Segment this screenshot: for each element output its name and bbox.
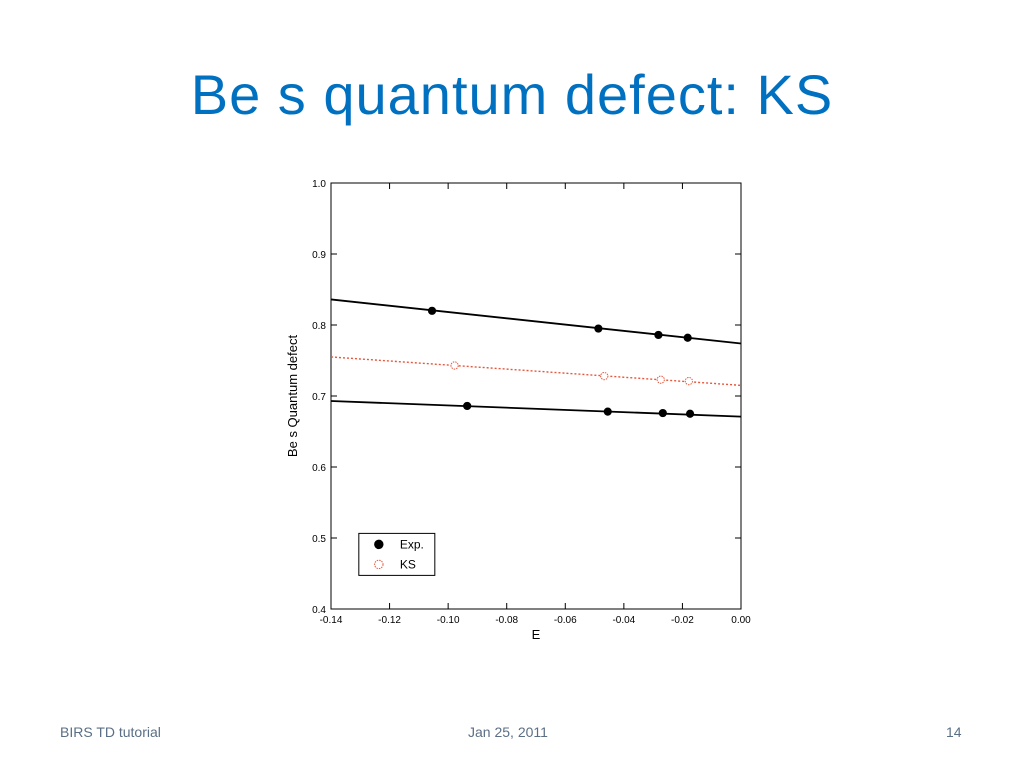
fit-line-upper — [330, 298, 742, 345]
legend-marker-ks — [374, 559, 384, 570]
footer-date: Jan 25, 2011 — [468, 724, 548, 740]
x-tick-label: -0.10 — [437, 615, 460, 626]
y-tick-label: 0.6 — [312, 463, 326, 474]
data-point-upper — [427, 306, 437, 315]
y-tick-label: 0.8 — [312, 321, 326, 332]
x-tick-label: -0.04 — [612, 615, 635, 626]
y-tick-label: 0.9 — [312, 250, 326, 261]
data-point-lower — [603, 407, 612, 416]
y-tick-label: 0.7 — [312, 392, 326, 403]
legend-marker-exp — [374, 539, 384, 550]
legend-box — [358, 532, 436, 576]
data-point-middle — [450, 361, 459, 370]
slide-title: Be s quantum defect: KS — [190, 63, 834, 126]
slide-number: 14 — [946, 724, 962, 740]
legend-label-ks: KS — [400, 557, 416, 571]
fit-line-middle — [330, 356, 742, 387]
data-point-upper — [654, 330, 663, 340]
legend-label-exp: Exp. — [400, 537, 424, 551]
data-point-upper — [594, 324, 603, 333]
data-points — [427, 306, 695, 418]
x-tick-label: 0.00 — [731, 615, 751, 626]
y-axis-label: Be s Quantum defect — [285, 335, 300, 458]
axes: -0.14 -0.12 -0.10 -0.08 -0.06 -0.04 -0.02 0.00 0… — [285, 179, 751, 642]
data-point-lower — [463, 401, 472, 411]
legend: Exp. KS — [358, 532, 436, 576]
y-tick-label: 0.4 — [312, 605, 326, 616]
fit-line-lower — [330, 400, 742, 418]
data-point-lower — [658, 408, 667, 418]
y-tick-label: 0.5 — [312, 534, 326, 545]
x-tick-label: -0.02 — [671, 615, 694, 626]
fit-lines — [330, 298, 742, 418]
data-point-lower — [685, 409, 695, 418]
x-axis-label: E — [532, 627, 541, 642]
x-tick-label: -0.06 — [554, 615, 577, 626]
data-point-middle — [600, 372, 609, 381]
quantum-defect-chart: -0.14 -0.12 -0.10 -0.08 -0.06 -0.04 -0.02 0.00 0… — [285, 179, 751, 642]
footer-left: BIRS TD tutorial — [60, 724, 161, 740]
x-tick-label: -0.14 — [320, 615, 343, 626]
data-point-upper — [683, 333, 692, 342]
x-tick-label: -0.12 — [378, 615, 401, 626]
x-tick-label: -0.08 — [495, 615, 518, 626]
y-tick-label: 1.0 — [312, 179, 326, 190]
data-point-middle — [684, 376, 693, 386]
data-point-middle — [656, 375, 665, 384]
